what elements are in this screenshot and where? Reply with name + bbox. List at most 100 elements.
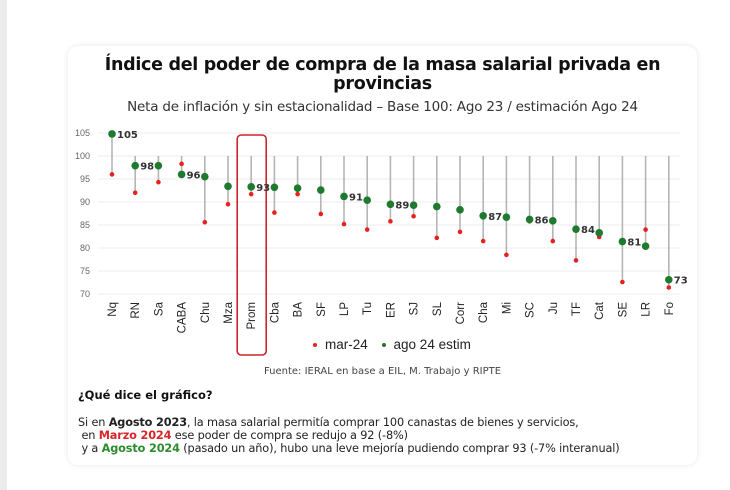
legend-item-mar-24: mar-24 [313,337,372,352]
chart-title-line-1: Índice del poder de compra de la masa sa… [104,55,661,75]
y-tick-label: 105 [75,128,90,138]
point-mar-24 [109,172,115,177]
data-label: 81 [627,238,641,249]
point-mar-24 [457,229,463,235]
x-tick-label: TF [571,302,583,316]
x-tick-label: Cha [478,301,490,323]
point-ago-24 [549,217,557,225]
explanation-text: Si en Agosto 2023, la masa salarial perm… [78,416,620,455]
text-fragment: en [78,429,99,442]
point-ago-24 [433,202,441,211]
data-label: 96 [187,170,201,181]
x-tick-label: SJ [409,302,421,315]
point-mar-24 [318,211,324,217]
point-mar-24 [248,191,254,197]
text-fragment: y a [78,442,102,455]
highlight-marzo-2024: Marzo 2024 [98,429,172,442]
text-fragment: Si en [78,416,109,429]
point-ago-24 [665,275,673,284]
point-mar-24 [132,190,138,196]
point-mar-24 [179,161,184,167]
x-tick-label: ER [385,302,397,318]
legend: mar-24 ago 24 estim [313,337,481,352]
data-label: 105 [117,130,138,141]
y-tick-label: 100 [75,151,90,161]
point-ago-24 [386,200,395,209]
data-label: 91 [349,192,363,203]
dot-plot-chart: 105 100 95 90 85 80 75 70 Nq RN Sa CABA Chu Mza Prom Cb… [75,128,688,356]
point-ago-24 [224,182,232,191]
text-fragment: , la masa salarial permitía comprar 100 … [186,416,579,429]
data-label: 87 [488,212,502,223]
x-tick-label: Prom [246,302,258,329]
data-label: 84 [581,225,595,236]
x-tick-label: SE [617,302,629,318]
highlight-agosto-2023: Agosto 2023 [108,416,187,429]
chart-title-line-2: provincias [333,74,432,94]
point-mar-24 [643,227,648,232]
point-mar-24 [550,238,556,244]
point-ago-24 [270,183,279,192]
x-tick-label: SC [525,302,537,318]
chart-title: Índice del poder de compra de la masa sa… [68,56,697,94]
point-mar-24 [388,219,393,224]
y-tick-label: 75 [80,266,90,276]
legend-marker-mar-24 [313,343,317,348]
point-mar-24 [341,221,347,227]
x-tick-label: LR [641,302,653,317]
x-tick-label: Cat [594,301,606,320]
explanation-heading: ¿Qué dice el gráfico? [78,388,213,402]
point-ago-24 [177,170,186,179]
x-tick-label: SF [316,302,328,317]
point-ago-24 [409,201,418,210]
point-ago-24 [641,242,650,250]
point-mar-24 [620,279,625,285]
x-tick-label: SL [432,301,444,316]
y-tick-label: 70 [80,289,90,299]
x-tick-label: Tu [362,302,374,315]
x-tick-label: Mi [501,302,513,314]
point-ago-24 [131,161,139,170]
legend-marker-ago-24 [381,343,386,348]
x-tick-label: LP [339,302,351,316]
data-label: 98 [140,162,154,173]
point-ago-24 [340,192,348,201]
text-fragment: ese poder de compra se redujo a 92 (-8%) [171,429,408,442]
x-tick-label: Nq [107,302,119,317]
source-note: Fuente: IERAL en base a EIL, M. Trabajo … [263,366,502,377]
x-tick-label: Cba [269,301,281,323]
highlight-agosto-2024: Agosto 2024 [101,442,180,455]
point-ago-24 [293,184,302,192]
point-mar-24 [364,227,370,232]
point-mar-24 [666,285,672,290]
page-left-gutter [0,0,7,490]
point-mar-24 [225,202,231,207]
text-fragment: (pasado un año), hubo una leve mejoría p… [179,442,620,455]
data-label: 93 [256,183,270,194]
x-tick-label: CABA [177,302,189,334]
x-tick-label: Chu [200,302,212,323]
point-mar-24 [156,179,161,185]
point-mar-24 [434,235,440,241]
point-ago-24 [572,225,580,233]
legend-label-mar-24: mar-24 [325,337,368,352]
point-ago-24 [525,215,534,224]
point-ago-24 [201,172,209,181]
x-tick-label: Ju [548,302,560,314]
point-mar-24 [411,213,416,219]
legend-item-ago-24: ago 24 estim [381,337,471,352]
x-tick-label: RN [130,302,142,319]
x-tick-label: Mza [223,301,235,323]
highlight-box-prom [236,134,267,356]
point-ago-24 [595,229,603,237]
point-ago-24 [363,196,372,204]
point-ago-24 [154,161,163,170]
y-tick-label: 90 [80,197,90,207]
x-tick-label: BA [293,302,305,318]
chart-subtitle: Neta de inflación y sin estacionalidad –… [127,99,638,115]
x-tick-label: Sa [153,301,165,316]
point-ago-24 [108,130,116,138]
point-ago-24 [317,186,325,194]
point-mar-24 [295,191,300,197]
point-mar-24 [272,210,277,215]
